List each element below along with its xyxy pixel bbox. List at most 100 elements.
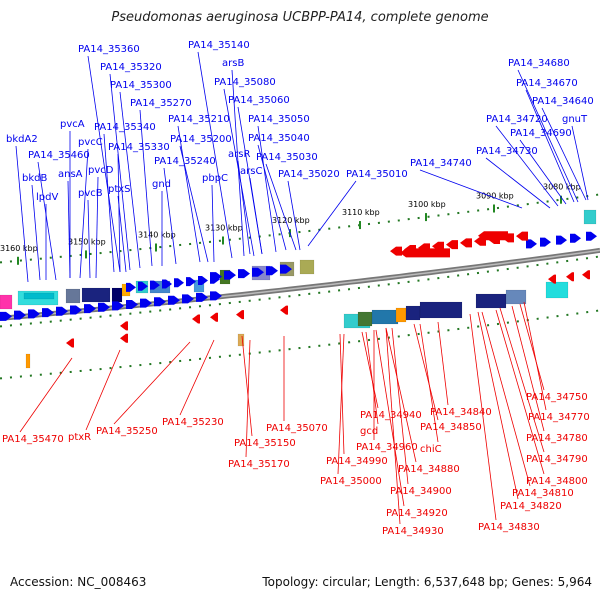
leader-line-bottom: [523, 301, 547, 411]
gene-label-top: ansA: [58, 169, 83, 180]
leader-line-top: [37, 161, 57, 281]
feature-block: [299, 259, 315, 275]
feature-block: [25, 353, 31, 369]
gene-labels: PA14_35360 PA14_35320 PA14_35300 PA14_35270…: [2, 40, 594, 537]
gene-label-top: ptxS: [108, 184, 131, 195]
gene-label-bottom: PA14_34770: [528, 412, 590, 423]
leader-line-bottom: [519, 303, 545, 391]
reverse-gene-arrow: [120, 321, 128, 331]
feature-block: [505, 289, 527, 305]
forward-gene-arrow: [526, 239, 537, 249]
gene-label-top: PA14_35140: [188, 40, 250, 51]
feature-block: [405, 305, 421, 321]
forward-gene-arrow: [540, 237, 551, 247]
leader-line-bottom: [113, 341, 191, 425]
gene-label-top: PA14_35200: [170, 134, 232, 145]
forward-gene-arrow: [14, 310, 26, 320]
forward-gene-arrow: [84, 304, 96, 314]
gene-label-bottom: PA14_35170: [228, 459, 290, 470]
leader-line-top: [15, 145, 29, 283]
gene-label-top: PA14_35330: [108, 142, 170, 153]
reverse-gene-arrow: [66, 338, 74, 348]
gene-label-bottom: PA14_35470: [2, 434, 64, 445]
leader-line-top: [257, 144, 287, 251]
leader-line-top: [95, 176, 99, 279]
leader-line-top: [117, 153, 121, 273]
leader-line-bottom: [337, 333, 345, 475]
reverse-gene-arrow: [566, 272, 574, 282]
gene-label-bottom: PA14_35150: [234, 438, 296, 449]
forward-gene-arrow: [210, 291, 222, 301]
leader-line-top: [177, 125, 201, 263]
leader-line-top: [237, 160, 251, 255]
leader-line-top: [139, 109, 153, 267]
gene-label-top: PA14_35460: [28, 150, 90, 161]
leader-line-bottom: [375, 329, 405, 507]
leader-line-top: [211, 184, 215, 263]
gene-label-bottom: PA14_34810: [512, 488, 574, 499]
forward-gene-arrow: [112, 301, 124, 311]
gene-label-top: PA14_35040: [248, 133, 310, 144]
map-title: Pseudomonas aeruginosa UCBPP-PA14, compl…: [111, 10, 489, 25]
gene-label-top: PA14_34680: [508, 58, 570, 69]
forward-gene-arrow: [174, 278, 184, 288]
leader-line-bottom: [385, 327, 417, 463]
leader-line-top: [519, 139, 567, 205]
leader-line-top: [223, 88, 255, 257]
reverse-gene-arrow: [478, 231, 508, 241]
leader-line-top: [265, 163, 297, 251]
gene-label-top: bkdA2: [6, 134, 38, 145]
reverse-gene-arrow: [210, 312, 218, 322]
gene-label-bottom: PA14_34930: [382, 526, 444, 537]
reverse-gene-arrow: [446, 240, 458, 250]
gene-label-top: PA14_35210: [168, 114, 230, 125]
leader-line-bottom: [437, 321, 449, 406]
gene-label-top: PA14_35360: [78, 44, 140, 55]
leader-line-top: [179, 145, 209, 263]
gene-label-bottom: PA14_34840: [430, 407, 492, 418]
leader-line-top: [571, 125, 589, 201]
leader-line-bottom: [85, 349, 121, 431]
gene-label-top: pbpC: [202, 173, 228, 184]
gene-label-top: pvcD: [88, 165, 114, 176]
ruler-label: 3100 kbp: [408, 200, 446, 209]
gene-label-top: gnd: [152, 179, 171, 190]
feature-block: [111, 287, 123, 303]
leader-line-top: [163, 167, 177, 265]
leader-line-top: [485, 157, 551, 209]
forward-gene-arrow: [210, 274, 220, 284]
leader-line-top: [119, 91, 141, 269]
forward-gene-arrow: [168, 295, 180, 305]
leader-line-bottom: [385, 327, 401, 525]
forward-gene-arrow: [182, 294, 194, 304]
gene-label-top: PA14_34720: [486, 114, 548, 125]
leader-line-bottom: [391, 327, 409, 485]
gene-label-top: lpdV: [36, 192, 58, 203]
reverse-gene-arrow: [280, 305, 288, 315]
reverse-gene-arrow: [400, 248, 450, 258]
gene-label-bottom: PA14_34750: [526, 392, 588, 403]
forward-gene-arrow: [0, 311, 12, 321]
reverse-gene-arrow: [192, 314, 200, 324]
leader-line-bottom: [469, 313, 497, 521]
forward-gene-arrow: [196, 292, 208, 302]
leader-line-top: [419, 169, 523, 209]
leader-line-top: [117, 195, 127, 273]
reverse-gene-arrow: [236, 310, 244, 320]
leader-line-top: [197, 51, 233, 259]
leader-line-top: [103, 133, 115, 273]
gene-label-bottom: PA14_34850: [420, 422, 482, 433]
reverse-gene-arrow: [516, 231, 528, 241]
leader-line-bottom: [481, 311, 531, 487]
forward-gene-arrow: [98, 302, 110, 312]
ruler-label: 3090 kbp: [476, 192, 514, 201]
forward-gene-arrow: [28, 309, 40, 319]
forward-gene-arrow: [140, 298, 152, 308]
gene-label-top: PA14_35010: [346, 169, 408, 180]
leader-line-top: [287, 180, 301, 251]
leader-line-top: [541, 107, 587, 201]
leader-line-top: [525, 89, 575, 203]
gene-label-top: arsB: [222, 58, 244, 69]
gene-label-bottom: PA14_34990: [326, 456, 388, 467]
forward-gene-arrow: [126, 300, 138, 310]
